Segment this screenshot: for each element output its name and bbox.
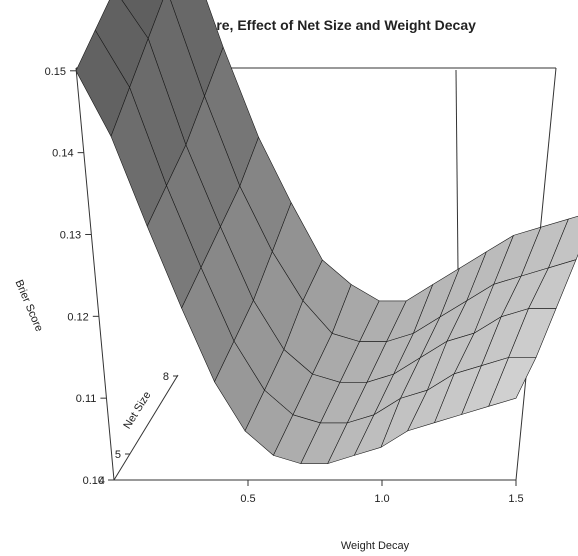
z-tick-label: 0.13 <box>60 229 81 241</box>
surface-facet <box>488 357 537 407</box>
x-axis: 0.5 1.0 1.5 <box>240 480 524 505</box>
z-tick-label: 0.15 <box>45 66 66 78</box>
x-tick-label: 0.5 <box>240 493 255 505</box>
front-frame <box>75 67 516 481</box>
surface-mesh <box>75 0 578 464</box>
y-tick-label: 5 <box>115 449 121 461</box>
chart-title: Brier Score, Effect of Net Size and Weig… <box>154 17 476 33</box>
x-tick-label: 1.5 <box>508 493 523 505</box>
x-axis-label: Weight Decay <box>341 540 410 552</box>
z-tick-label: 0.11 <box>76 393 97 405</box>
y-axis: 4 5 8 <box>99 371 178 487</box>
y-tick-label: 8 <box>163 371 169 383</box>
z-tick-label: 0.10 <box>83 475 104 487</box>
z-axis: 0.10 0.11 0.12 0.13 0.14 0.15 <box>45 66 114 487</box>
z-tick-label: 0.12 <box>67 311 88 323</box>
x-tick-label: 1.0 <box>374 493 389 505</box>
z-tick-label: 0.14 <box>52 148 73 160</box>
z-axis-label: Brier Score <box>12 278 45 333</box>
y-tick-label: 4 <box>99 475 105 487</box>
y-axis-label: Net Size <box>121 390 153 432</box>
